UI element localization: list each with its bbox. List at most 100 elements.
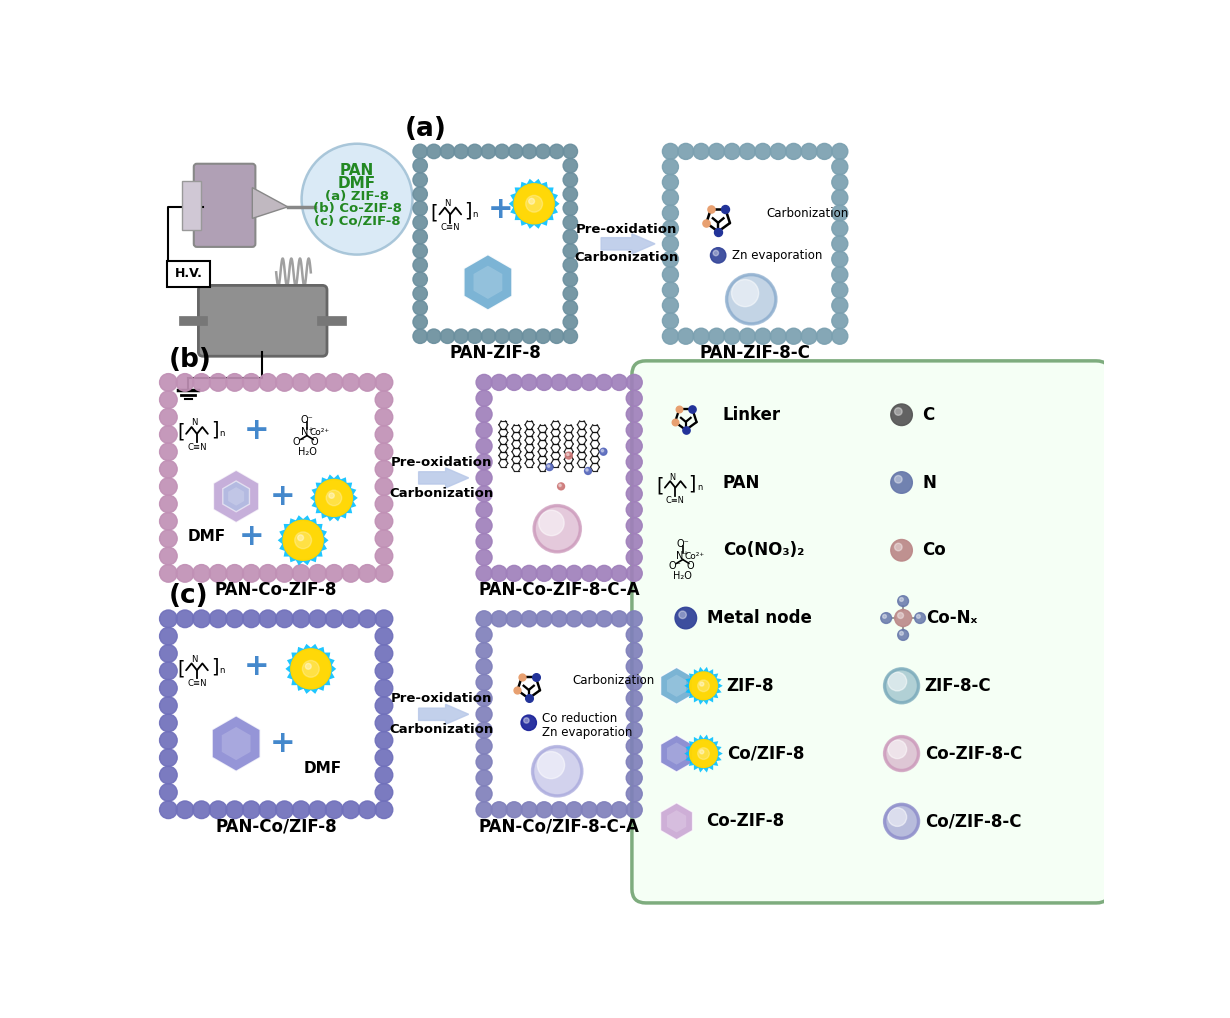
Circle shape [536, 329, 550, 343]
Circle shape [831, 251, 847, 268]
Circle shape [476, 611, 492, 627]
Circle shape [739, 328, 755, 344]
Polygon shape [667, 742, 686, 765]
Polygon shape [702, 698, 710, 704]
Circle shape [894, 475, 902, 484]
Circle shape [522, 565, 538, 581]
Circle shape [524, 718, 529, 723]
Circle shape [663, 159, 679, 175]
Circle shape [476, 486, 492, 502]
Circle shape [801, 328, 817, 344]
Polygon shape [707, 669, 713, 676]
Circle shape [690, 672, 717, 699]
Circle shape [160, 610, 177, 628]
Circle shape [305, 664, 311, 669]
Circle shape [359, 801, 376, 818]
Circle shape [566, 375, 582, 391]
Circle shape [600, 448, 606, 455]
Circle shape [467, 329, 482, 343]
Circle shape [831, 267, 847, 283]
Circle shape [663, 251, 679, 268]
Circle shape [563, 145, 578, 159]
Circle shape [626, 802, 642, 817]
Circle shape [295, 531, 311, 549]
Text: +: + [244, 415, 269, 445]
Polygon shape [685, 755, 692, 761]
Circle shape [551, 611, 567, 627]
Circle shape [413, 315, 427, 329]
Polygon shape [344, 483, 352, 490]
Circle shape [176, 801, 194, 818]
FancyBboxPatch shape [497, 395, 622, 561]
Circle shape [915, 613, 925, 623]
Circle shape [581, 802, 598, 817]
Circle shape [508, 145, 523, 159]
Circle shape [894, 544, 902, 551]
Circle shape [467, 145, 482, 159]
Polygon shape [689, 674, 695, 680]
Circle shape [597, 611, 613, 627]
Circle shape [476, 502, 492, 518]
FancyArrow shape [418, 468, 469, 488]
Circle shape [359, 565, 376, 582]
Circle shape [293, 610, 310, 628]
Text: Pre-oxidation: Pre-oxidation [391, 692, 492, 705]
Polygon shape [667, 810, 686, 833]
Circle shape [563, 300, 578, 315]
Circle shape [476, 754, 492, 770]
FancyBboxPatch shape [632, 360, 1111, 903]
Circle shape [375, 767, 392, 784]
Circle shape [276, 610, 293, 628]
Circle shape [476, 533, 492, 550]
Circle shape [260, 610, 277, 628]
Polygon shape [295, 515, 305, 522]
Circle shape [626, 517, 642, 533]
Polygon shape [326, 474, 336, 482]
Circle shape [700, 682, 704, 686]
Text: Zn evaporation: Zn evaporation [542, 726, 632, 739]
Circle shape [663, 282, 679, 298]
Circle shape [293, 374, 310, 391]
Polygon shape [287, 671, 294, 680]
Text: n: n [219, 666, 225, 675]
Circle shape [536, 565, 552, 581]
Polygon shape [292, 653, 299, 661]
Circle shape [160, 784, 177, 801]
Circle shape [898, 596, 909, 607]
Polygon shape [349, 500, 357, 508]
Polygon shape [311, 488, 319, 496]
Text: ]: ] [210, 420, 219, 440]
Circle shape [694, 144, 710, 160]
Polygon shape [551, 192, 558, 202]
Circle shape [626, 659, 642, 675]
Circle shape [678, 144, 694, 160]
Polygon shape [287, 658, 294, 667]
Circle shape [309, 801, 326, 818]
Circle shape [551, 565, 567, 581]
Circle shape [522, 375, 538, 391]
Circle shape [476, 738, 492, 754]
Circle shape [290, 648, 331, 689]
Polygon shape [520, 182, 529, 189]
FancyBboxPatch shape [194, 164, 256, 247]
Circle shape [506, 375, 522, 391]
Circle shape [454, 329, 469, 343]
Text: PAN: PAN [723, 473, 760, 492]
Text: N⁺: N⁺ [300, 428, 314, 438]
Circle shape [359, 610, 376, 628]
Polygon shape [315, 549, 322, 557]
Circle shape [160, 715, 177, 732]
Polygon shape [303, 687, 312, 694]
Text: H₂O: H₂O [673, 571, 692, 580]
Text: (b) Co-ZIF-8: (b) Co-ZIF-8 [312, 202, 401, 215]
Circle shape [626, 770, 642, 786]
Circle shape [626, 722, 642, 738]
Polygon shape [309, 643, 319, 651]
FancyArrow shape [601, 234, 656, 253]
Polygon shape [292, 678, 299, 685]
Polygon shape [296, 646, 305, 655]
Circle shape [375, 426, 392, 443]
Circle shape [375, 512, 392, 530]
Polygon shape [685, 687, 692, 693]
Text: O⁻: O⁻ [300, 415, 314, 426]
